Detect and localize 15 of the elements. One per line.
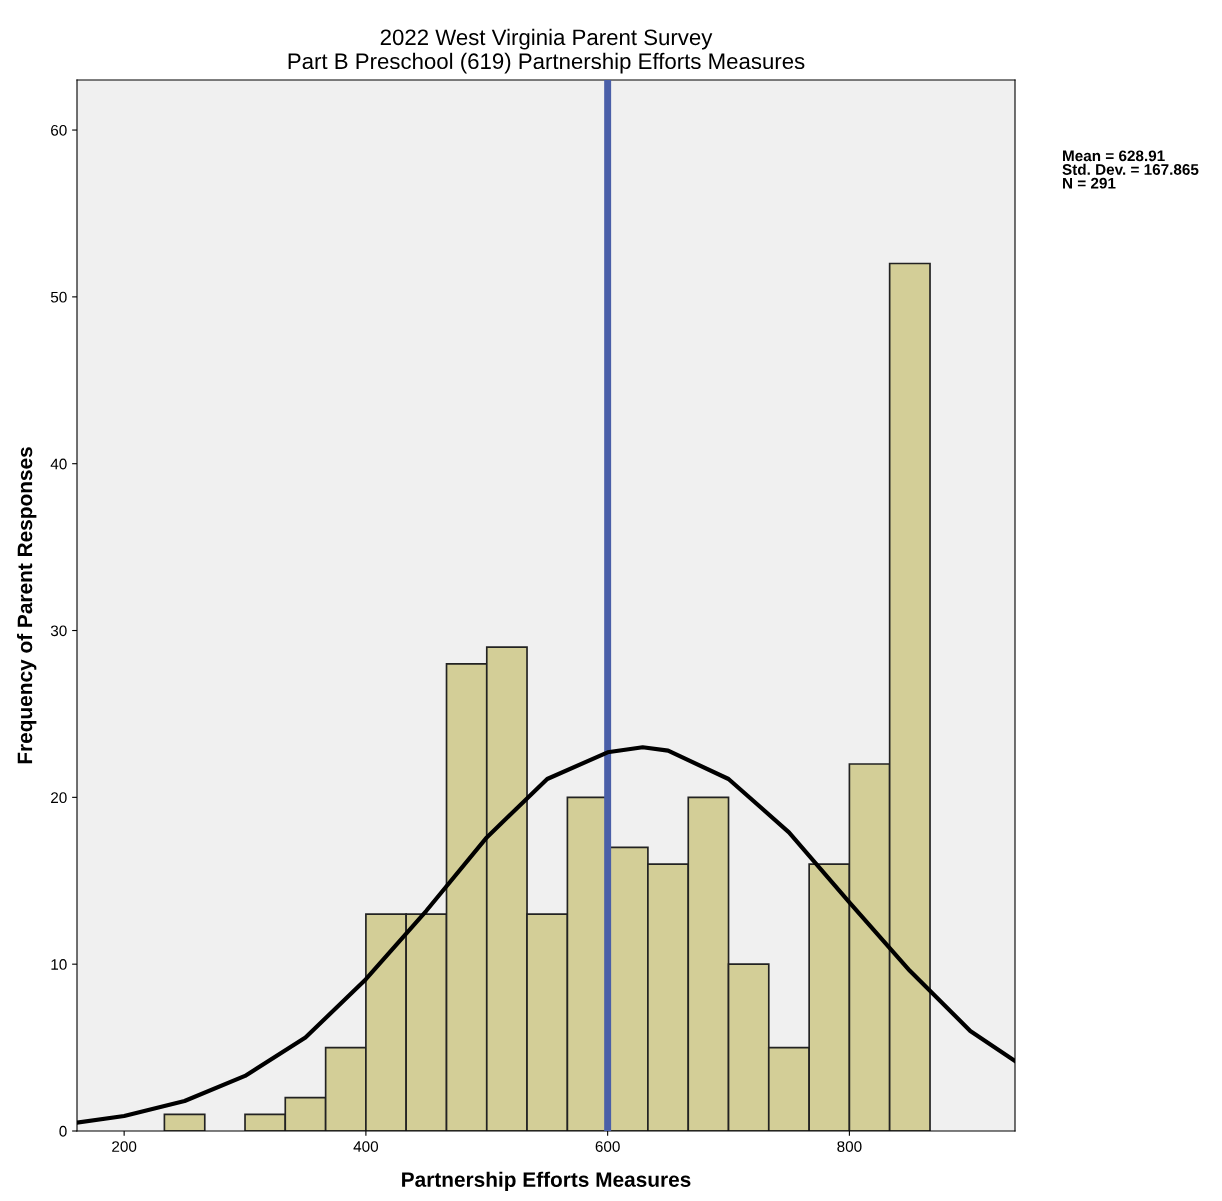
y-tick-label: 60	[51, 124, 67, 136]
text: Mean = 628.91 Std. Dev. = 167.865 N = 291	[1062, 150, 1199, 189]
x-tick-label: 200	[112, 1141, 137, 1152]
y-tick-label: 50	[50, 291, 67, 303]
x-axis-title: Partnership Efforts Measures	[402, 1171, 691, 1192]
y-tick-label: 20	[51, 792, 67, 804]
x-tick-label: 400	[353, 1141, 379, 1152]
x-tick-label: 800	[837, 1141, 862, 1152]
y-axis-title: Frequency of Parent Responses	[16, 447, 37, 764]
y-tick-label: 40	[50, 458, 67, 470]
y-tick-label: 30	[50, 625, 67, 637]
chart-title: 2022 West Virginia Parent Survey Part B Preschool (619) Partnership Efforts Measures	[288, 28, 805, 74]
x-tick-label: 600	[595, 1141, 620, 1152]
y-tick-label: 10	[51, 959, 67, 970]
y-tick-label: 0	[59, 1125, 67, 1137]
